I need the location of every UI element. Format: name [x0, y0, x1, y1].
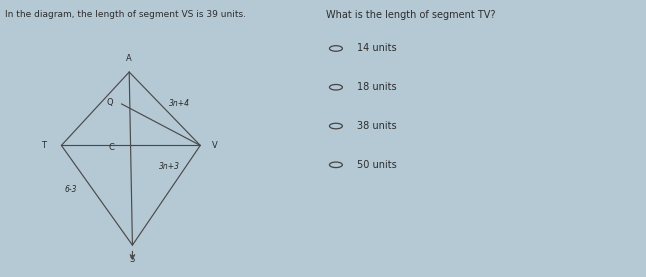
Text: In the diagram, the length of segment VS is 39 units.: In the diagram, the length of segment VS… [5, 10, 246, 19]
Text: 18 units: 18 units [357, 82, 397, 92]
Text: 3n+3: 3n+3 [159, 162, 180, 171]
Text: T: T [41, 141, 47, 150]
Text: 14 units: 14 units [357, 43, 397, 53]
Text: S: S [130, 255, 135, 264]
Text: C: C [108, 143, 114, 152]
Text: A: A [127, 54, 132, 63]
Text: 3n+4: 3n+4 [169, 99, 190, 108]
Text: 50 units: 50 units [357, 160, 397, 170]
Text: Q: Q [107, 98, 113, 107]
Text: V: V [212, 141, 217, 150]
Text: What is the length of segment TV?: What is the length of segment TV? [326, 10, 495, 20]
Text: 6-3: 6-3 [65, 185, 78, 194]
Text: 38 units: 38 units [357, 121, 397, 131]
